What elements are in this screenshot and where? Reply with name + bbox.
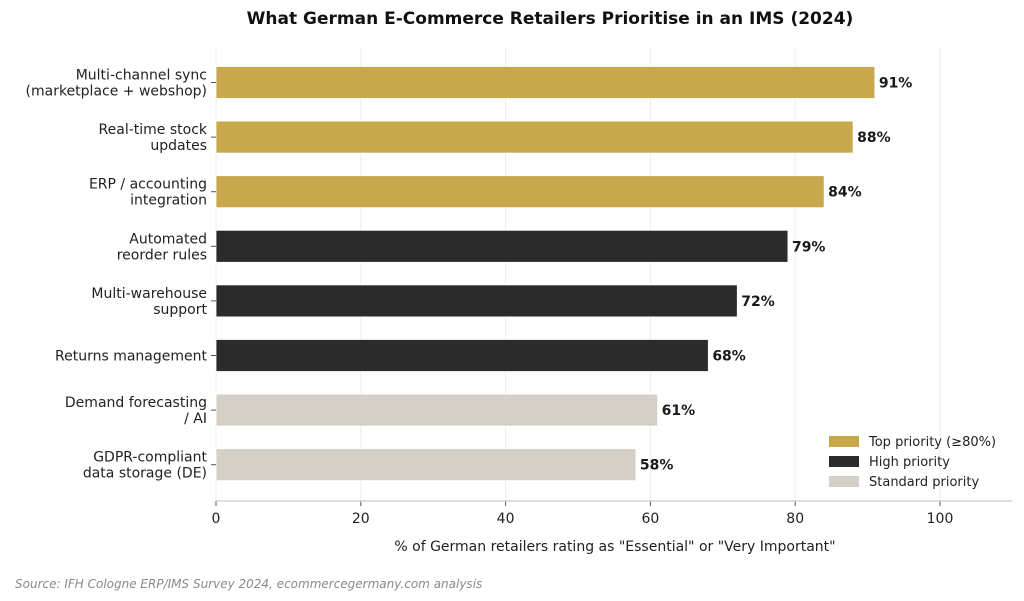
grid-lines	[215, 48, 941, 501]
x-tick-label: 20	[352, 511, 370, 527]
bar	[215, 339, 709, 372]
legend: Top priority (≥80%) High priority Standard…	[829, 435, 996, 490]
x-tick-label: 0	[212, 511, 221, 527]
legend-swatch-high	[829, 456, 859, 467]
bar-value-label: 72%	[741, 294, 775, 310]
y-axis-labels: Multi-channel sync(marketplace + webshop…	[26, 68, 216, 482]
bar	[215, 284, 738, 318]
y-category-label: support	[153, 302, 207, 318]
y-category-label: Multi-warehouse	[91, 286, 207, 302]
y-category-label: Multi-channel sync	[76, 68, 207, 84]
y-category-label: Demand forecasting	[65, 395, 207, 411]
source-note: Source: IFH Cologne ERP/IMS Survey 2024,…	[15, 577, 482, 591]
legend-swatch-top	[829, 436, 859, 447]
bars: 91% 88% 84% 79% 72% 68% 61% 58%	[215, 66, 913, 482]
x-axis: 0 20 40 60 80 100	[212, 500, 1013, 527]
y-category-label: Real-time stock	[99, 122, 208, 138]
bar	[215, 448, 637, 482]
legend-label-top: Top priority (≥80%)	[868, 435, 996, 450]
y-category-label: reorder rules	[117, 247, 207, 263]
bar	[215, 175, 825, 209]
chart-title: What German E-Commerce Retailers Priorit…	[247, 9, 854, 29]
bar-value-label: 68%	[712, 349, 746, 365]
bar-value-label: 58%	[640, 458, 674, 474]
y-category-label: (marketplace + webshop)	[26, 84, 207, 100]
legend-swatch-standard	[829, 476, 859, 487]
y-category-label: Returns management	[55, 349, 207, 365]
x-axis-label: % of German retailers rating as "Essenti…	[394, 539, 835, 555]
y-category-label: GDPR-compliant	[93, 450, 207, 466]
y-category-label: ERP / accounting	[89, 177, 207, 193]
y-category-label: updates	[150, 138, 207, 154]
legend-label-standard: Standard priority	[869, 475, 979, 490]
x-tick-label: 80	[786, 511, 804, 527]
bar	[215, 120, 854, 154]
bar-value-label: 88%	[857, 130, 891, 146]
bar-value-label: 79%	[792, 239, 826, 255]
bar-value-label: 61%	[662, 403, 696, 419]
y-category-label: / AI	[184, 411, 207, 427]
bar-value-label: 84%	[828, 185, 862, 201]
y-category-label: data storage (DE)	[83, 466, 207, 482]
x-tick-label: 100	[927, 511, 954, 527]
y-category-label: integration	[130, 193, 207, 209]
bar	[215, 393, 659, 427]
y-category-label: Automated	[129, 231, 207, 247]
x-tick-label: 60	[641, 511, 659, 527]
bar	[215, 229, 789, 263]
x-tick-label: 40	[497, 511, 515, 527]
legend-label-high: High priority	[869, 455, 950, 470]
bar	[215, 66, 876, 99]
bar-value-label: 91%	[879, 76, 913, 92]
